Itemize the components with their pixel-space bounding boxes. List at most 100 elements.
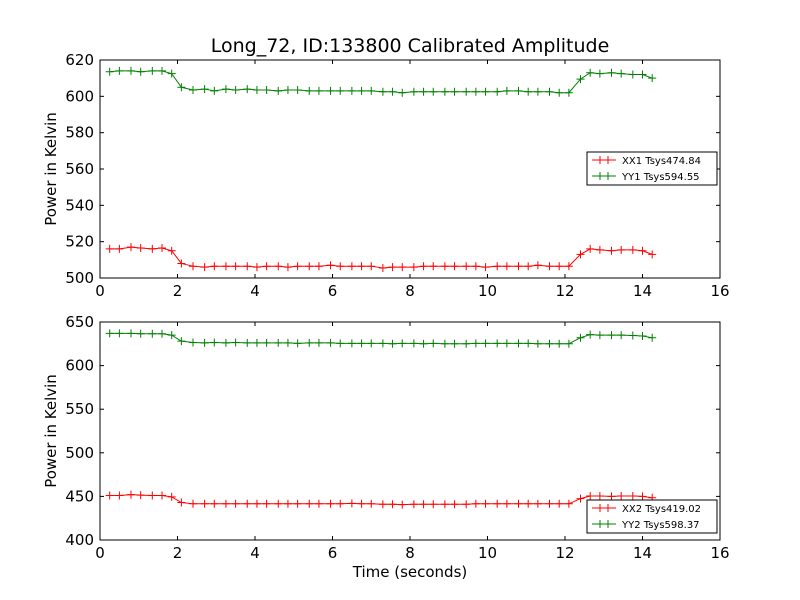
data-point	[409, 500, 418, 509]
x-tick-label: 8	[405, 282, 415, 300]
data-point	[398, 339, 407, 348]
data-point	[533, 261, 542, 270]
data-point	[148, 66, 157, 75]
data-point	[158, 329, 166, 338]
data-point	[481, 263, 490, 272]
data-point	[471, 87, 480, 96]
data-point	[189, 499, 197, 508]
data-point	[429, 262, 438, 271]
data-point	[564, 339, 573, 348]
data-point	[243, 85, 252, 94]
data-point	[514, 339, 523, 348]
data-point	[628, 331, 637, 340]
data-point	[231, 338, 240, 347]
data-point	[283, 338, 292, 347]
data-point	[347, 499, 356, 508]
data-point	[357, 339, 366, 348]
data-point	[148, 491, 157, 500]
data-point	[210, 86, 219, 95]
data-point	[221, 338, 230, 347]
data-point	[419, 500, 428, 509]
data-point	[409, 263, 418, 272]
data-point	[262, 85, 271, 94]
data-point	[617, 331, 626, 340]
data-point	[210, 338, 219, 347]
data-point	[127, 243, 135, 252]
data-point	[326, 261, 335, 270]
legend-box	[586, 151, 718, 186]
data-point	[607, 68, 616, 77]
data-point	[524, 499, 533, 508]
data-point	[167, 69, 176, 78]
data-point	[326, 86, 335, 95]
data-point	[314, 86, 323, 95]
data-point	[576, 333, 585, 342]
x-tick-label: 0	[95, 544, 105, 562]
data-point	[283, 499, 292, 508]
data-point	[274, 338, 283, 347]
data-point	[409, 87, 418, 96]
series-1-0	[105, 490, 657, 509]
data-point	[274, 86, 283, 95]
data-point	[462, 339, 471, 348]
data-point	[533, 499, 542, 508]
x-tick-label: 10	[478, 544, 497, 562]
data-point	[336, 262, 345, 271]
data-point	[524, 262, 533, 271]
data-point	[564, 499, 573, 508]
data-point	[326, 499, 335, 508]
data-point	[115, 244, 124, 253]
data-point	[305, 262, 314, 271]
data-point	[262, 499, 271, 508]
data-point	[305, 499, 314, 508]
y-tick-label: 600	[65, 87, 94, 105]
y-tick-label: 600	[65, 357, 94, 375]
data-point	[493, 87, 502, 96]
data-point	[586, 68, 595, 77]
data-point	[493, 262, 502, 271]
data-point	[105, 244, 114, 253]
data-point	[388, 339, 397, 348]
data-point	[367, 262, 376, 271]
legend-entry: XX2 Tsys419.02	[592, 504, 701, 515]
data-point	[595, 331, 604, 340]
data-point	[167, 246, 176, 255]
data-point	[607, 331, 616, 340]
data-point	[576, 494, 585, 503]
data-point	[545, 87, 554, 96]
data-point	[262, 338, 271, 347]
data-point	[115, 66, 124, 75]
data-point	[293, 262, 302, 271]
data-point	[419, 87, 428, 96]
legend-marker	[604, 520, 612, 528]
data-point	[628, 245, 637, 254]
y-tick-label: 400	[65, 531, 94, 549]
data-point	[555, 262, 564, 271]
data-point	[586, 491, 595, 500]
data-point	[502, 339, 511, 348]
data-point	[481, 339, 490, 348]
data-point	[462, 262, 471, 271]
y-tick-label: 560	[65, 160, 94, 178]
data-point	[471, 262, 480, 271]
data-point	[177, 498, 186, 507]
data-point	[638, 492, 647, 501]
data-point	[638, 246, 647, 255]
data-point	[189, 338, 197, 347]
data-point	[231, 262, 240, 271]
data-point	[564, 262, 573, 271]
data-point	[148, 329, 157, 338]
data-point	[493, 499, 502, 508]
data-point	[167, 492, 176, 501]
data-point	[450, 339, 459, 348]
data-point	[336, 499, 345, 508]
data-point	[314, 262, 323, 271]
data-point	[210, 499, 219, 508]
data-point	[628, 491, 637, 500]
x-axis-label: Time (seconds)	[352, 563, 468, 581]
legend-box	[586, 499, 718, 534]
legend-entry: XX1 Tsys474.84	[592, 156, 701, 167]
data-point	[347, 339, 356, 348]
data-point	[595, 245, 604, 254]
data-point	[115, 329, 124, 338]
